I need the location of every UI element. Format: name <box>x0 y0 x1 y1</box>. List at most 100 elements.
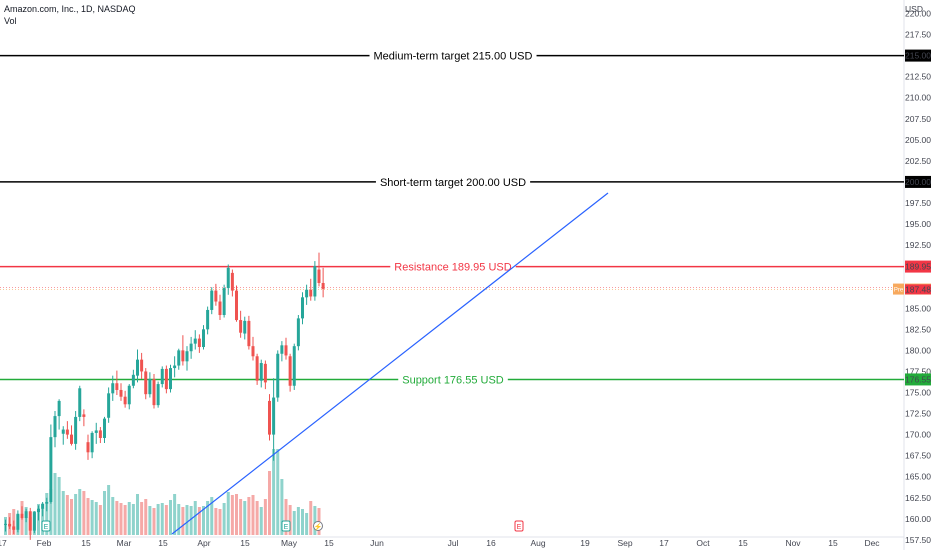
volume-bar <box>202 506 205 535</box>
volume-bar <box>45 493 49 535</box>
dividend-icon <box>313 521 323 531</box>
last-price-text: 187.48 <box>905 284 931 294</box>
candle <box>4 523 7 525</box>
x-tick-label: 19 <box>580 538 590 548</box>
candle <box>74 416 78 444</box>
volume-bar <box>301 509 304 535</box>
y-tick-label: 207.50 <box>905 114 931 124</box>
candle <box>148 379 152 395</box>
candle <box>107 393 111 418</box>
x-tick-label: 16 <box>486 538 496 548</box>
y-tick-label: 212.50 <box>905 72 931 82</box>
candle <box>49 437 53 502</box>
volume-bar <box>74 494 78 535</box>
candle <box>28 511 32 531</box>
candle <box>32 512 36 531</box>
level-price-tag <box>905 49 931 62</box>
event-badge-label: E <box>284 524 289 531</box>
level-line-3: Support 176.55 USD 176.55 <box>0 373 931 386</box>
level-label-bg <box>390 260 516 273</box>
volume-bar <box>169 500 172 535</box>
candle <box>251 346 255 357</box>
x-tick-label: Feb <box>37 538 52 548</box>
x-tick-label: 15 <box>158 538 168 548</box>
candle <box>247 320 251 347</box>
y-tick-label: 185.00 <box>905 303 931 313</box>
earnings-icon <box>514 520 524 532</box>
volume-bar <box>222 503 226 535</box>
candle <box>16 513 20 530</box>
level-price-tag <box>905 260 931 273</box>
x-tick-label: 17 <box>659 538 669 548</box>
candle <box>70 434 73 444</box>
candle <box>226 267 230 289</box>
y-tick-label: 210.00 <box>905 93 931 103</box>
currency-label: USD <box>905 4 923 14</box>
x-tick-label: Sep <box>617 538 632 548</box>
candle <box>123 396 127 405</box>
volume-bar <box>263 499 267 535</box>
candle <box>193 338 197 344</box>
event-badge-1[interactable]: E <box>281 520 291 532</box>
volume-bar <box>78 489 82 535</box>
volume-bar <box>156 504 160 535</box>
y-tick-label: 172.50 <box>905 409 931 419</box>
candle <box>53 416 57 438</box>
event-badge-0[interactable]: E <box>41 520 51 532</box>
level-line-label: Short-term target 200.00 USD <box>380 177 526 189</box>
volume-bar <box>94 502 98 535</box>
premarket-label-box <box>893 283 904 295</box>
x-tick-label: 15 <box>324 538 334 548</box>
candle <box>173 365 177 369</box>
level-price-tag-text: 176.55 <box>905 374 931 384</box>
candle <box>169 368 172 390</box>
level-line-label: Support 176.55 USD <box>402 374 504 386</box>
event-badge-2[interactable]: ⚡ <box>313 521 323 532</box>
candle <box>218 301 222 316</box>
x-tick-label: 15 <box>240 538 250 548</box>
volume-bar <box>177 504 181 535</box>
volume-bar <box>115 501 119 535</box>
volume-bar <box>255 501 259 535</box>
y-tick-label: 170.00 <box>905 430 931 440</box>
volume-bar <box>65 495 69 535</box>
candle <box>259 363 263 381</box>
candle <box>164 368 168 390</box>
y-tick-label: 202.50 <box>905 156 931 166</box>
candle <box>309 289 313 297</box>
candle <box>24 511 28 518</box>
candle <box>8 523 12 527</box>
volume-bar <box>148 506 152 535</box>
x-tick-label: Dec <box>864 538 880 548</box>
candle <box>136 359 139 376</box>
y-tick-label: 177.50 <box>905 366 931 376</box>
candle <box>98 430 102 438</box>
y-tick-label: 220.00 <box>905 8 931 18</box>
candle <box>235 290 238 321</box>
candle <box>111 383 115 394</box>
candle <box>185 351 189 362</box>
volume-bar <box>214 508 218 535</box>
candle <box>296 318 300 347</box>
candle <box>280 345 284 354</box>
y-tick-label: 165.00 <box>905 472 931 482</box>
volume-indicator-label[interactable]: Vol <box>4 16 17 26</box>
earnings-icon <box>41 520 51 532</box>
candle <box>160 368 164 385</box>
y-tick-label: 192.50 <box>905 240 931 250</box>
event-badge-3[interactable]: E <box>514 520 524 532</box>
level-price-tag <box>905 373 931 386</box>
candle <box>276 353 280 398</box>
x-tick-label: 15 <box>81 538 91 548</box>
volume-bar <box>152 508 156 535</box>
y-tick-label: 217.50 <box>905 30 931 40</box>
volume-bar <box>230 495 234 535</box>
level-price-tag-text: 215.00 <box>905 51 931 61</box>
candle <box>206 309 210 330</box>
level-price-tag-text: 200.00 <box>905 177 931 187</box>
last-price-tag <box>905 284 931 295</box>
candle <box>140 359 144 372</box>
candle <box>82 414 86 417</box>
level-line-1: Short-term target 200.00 USD 200.00 <box>0 175 931 189</box>
